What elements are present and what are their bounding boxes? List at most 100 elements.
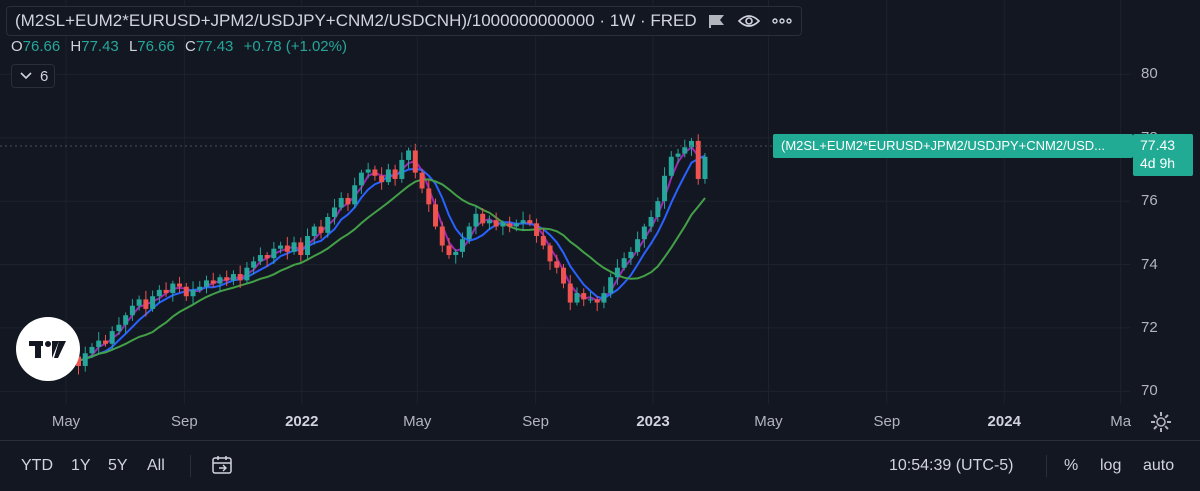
candle-up	[170, 283, 176, 294]
candle-up	[608, 277, 614, 294]
candle-down	[177, 283, 183, 287]
more-icon[interactable]	[771, 13, 793, 29]
candle-down	[298, 242, 304, 256]
time-tick-label: Sep	[873, 413, 901, 430]
candle-up	[668, 156, 674, 176]
candle-down	[540, 236, 546, 246]
price-tick-label: 74	[1141, 255, 1158, 273]
candle-down	[567, 283, 573, 303]
candle-up	[675, 153, 681, 157]
flag-icon[interactable]	[707, 13, 727, 29]
indicators-toggle-button[interactable]: 6	[11, 64, 55, 88]
candle-up	[473, 213, 479, 227]
candle-up	[406, 150, 412, 160]
candle-up	[662, 175, 668, 202]
series-label-tag: (M2SL+EUM2*EURUSD+JPM2/USDJPY+CNM2/USD..…	[773, 134, 1133, 158]
gear-icon[interactable]	[1150, 411, 1172, 433]
date-range-icon[interactable]	[210, 454, 234, 481]
candle-up	[305, 236, 311, 256]
candle-up	[358, 172, 364, 186]
candle-up	[217, 277, 223, 284]
candle-up	[96, 340, 102, 347]
candle-down	[561, 267, 567, 284]
candle-down	[439, 226, 445, 246]
price-tick-label: 80	[1141, 65, 1158, 83]
candle-up	[655, 201, 661, 217]
candle-up	[628, 251, 634, 259]
candle-up	[587, 299, 593, 301]
tradingview-logo[interactable]	[16, 317, 80, 381]
candle-down	[183, 286, 189, 297]
chart-plot[interactable]	[0, 0, 1200, 440]
range-all-button[interactable]: All	[147, 457, 165, 474]
ma-mid-line	[64, 154, 706, 362]
candle-up	[574, 293, 580, 303]
candle-down	[379, 175, 385, 183]
range-ytd-button[interactable]: YTD	[21, 457, 53, 474]
candle-up	[614, 267, 620, 278]
candle-up	[453, 251, 459, 256]
range-1y-button[interactable]: 1Y	[71, 457, 91, 474]
candle-down	[143, 299, 149, 309]
candle-up	[89, 346, 95, 354]
candle-up	[500, 223, 506, 227]
candle-up	[702, 156, 708, 179]
candle-down	[318, 226, 324, 233]
last-price-tag: 77.43 4d 9h	[1133, 134, 1193, 176]
percent-scale-button[interactable]: %	[1064, 457, 1079, 474]
log-scale-button[interactable]: log	[1100, 457, 1122, 474]
price-tick-label: 72	[1141, 318, 1158, 336]
time-tick-label: 2022	[285, 413, 319, 430]
low-label: L	[128, 38, 138, 55]
candle-up	[648, 217, 654, 227]
candle-up	[520, 220, 526, 224]
candle-up	[601, 293, 607, 303]
candle-up	[399, 159, 405, 179]
chart-legend-title[interactable]: (M2SL+EUM2*EURUSD+JPM2/USDJPY+CNM2/USDCN…	[6, 6, 802, 36]
candle-down	[372, 169, 378, 176]
time-tick-label: May	[403, 413, 432, 430]
candle-up	[156, 289, 162, 297]
candle-up	[123, 315, 129, 325]
time-tick-label: May	[754, 413, 783, 430]
candle-down	[426, 188, 432, 205]
auto-scale-button[interactable]: auto	[1143, 457, 1175, 474]
candle-up	[82, 353, 88, 366]
candle-up	[230, 274, 236, 281]
candle-up	[621, 258, 627, 268]
moving-average-lines	[64, 145, 706, 362]
price-tick-label: 70	[1141, 382, 1158, 400]
candle-down	[433, 204, 439, 227]
candle-up	[129, 305, 135, 316]
candle-up	[459, 239, 465, 252]
time-tick-label: Sep	[171, 413, 198, 430]
toolbar-divider	[1046, 455, 1047, 477]
clock-display[interactable]: 10:54:39 (UTC-5)	[889, 457, 1014, 474]
candle-down	[76, 356, 82, 366]
range-5y-button[interactable]: 5Y	[108, 457, 128, 474]
chevron-down-icon	[20, 72, 32, 80]
candle-down	[163, 289, 169, 294]
candle-down	[237, 274, 243, 281]
candle-down	[419, 172, 425, 189]
candle-down	[446, 245, 452, 256]
change-value: +0.78 (+1.02%)	[243, 38, 347, 55]
candle-up	[109, 331, 115, 344]
candle-up	[136, 299, 142, 306]
candle-down	[547, 245, 553, 262]
candle-up	[352, 185, 358, 205]
candle-up	[203, 280, 209, 287]
toolbar-divider	[190, 455, 191, 477]
low-value: 76.66	[137, 38, 175, 55]
candle-down	[224, 277, 230, 281]
candle-up	[116, 324, 122, 332]
price-tick-label: 76	[1141, 192, 1158, 210]
eye-icon[interactable]	[737, 13, 761, 29]
candle-down	[594, 299, 600, 303]
candle-up	[251, 261, 257, 268]
last-price: 77.43	[1140, 137, 1176, 153]
open-value: 76.66	[22, 38, 61, 55]
ma-slow-line	[64, 178, 706, 362]
high-value: 77.43	[81, 38, 119, 55]
candle-up	[688, 140, 694, 148]
